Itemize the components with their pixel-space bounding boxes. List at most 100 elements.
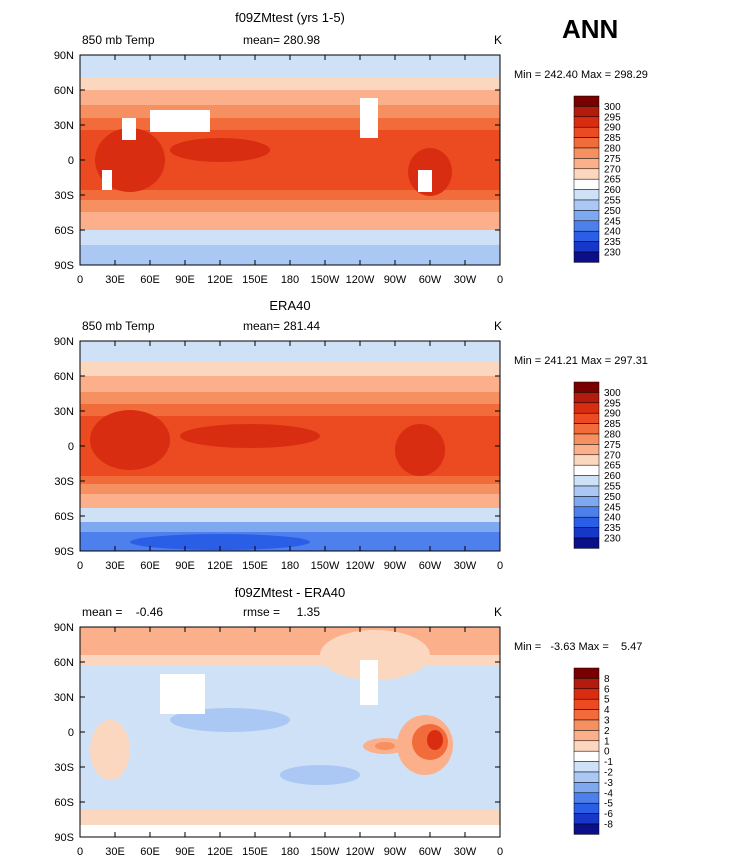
colorbar-label: 285 [604,419,621,430]
lon-tick-label: 90W [384,846,407,858]
colorbar-label: 250 [604,206,621,217]
lat-tick-label: 60S [54,511,74,523]
colorbar-label: 270 [604,450,621,461]
lat-tick-label: 90N [54,622,74,634]
colorbar-label: -4 [604,788,613,799]
lon-tick-label: 120E [207,846,233,858]
colorbar-label: 290 [604,409,621,420]
panel-difference: f09ZMtest - ERA40 mean = -0.46 rmse = 1.… [79,585,642,838]
colorbar-segment [573,698,600,710]
lon-tick-label: 60E [140,846,160,858]
colorbar-label: 300 [604,102,621,113]
lon-tick-label: 120W [346,274,375,286]
lat-tick-label: 0 [68,727,74,739]
minmax-label: Min = -3.63 Max = 5.47 [514,641,642,653]
map-field [80,55,500,265]
units-label: K [494,319,502,333]
colorbar-label: 235 [604,523,621,534]
lat-tick-label: 60S [54,225,74,237]
lon-tick-label: 120E [207,274,233,286]
lon-tick-label: 30E [105,560,125,572]
colorbar-segment [573,750,600,762]
colorbar-label: 255 [604,482,621,493]
colorbar-label: 265 [604,461,621,472]
panel-era40: ERA40 850 mb Temp mean= 281.44 K Min = 2… [79,298,648,552]
colorbar-label: 230 [604,534,621,545]
lon-tick-label: 150E [242,846,268,858]
panel-title: f09ZMtest (yrs 1-5) [235,10,345,25]
colorbar-label: 245 [604,216,621,227]
lat-tick-label: 30S [54,762,74,774]
lon-tick-label: 180 [281,846,299,858]
lon-tick-label: 0 [77,560,83,572]
colorbar-segment [573,95,600,107]
colorbar-label: 280 [604,430,621,441]
lon-tick-label: 150E [242,560,268,572]
lon-tick-label: 0 [497,560,503,572]
colorbar-label: 250 [604,492,621,503]
colorbar-label: 255 [604,196,621,207]
mean-label: mean= 280.98 [243,33,320,47]
colorbar-segment [573,189,600,201]
lat-tick-label: 90S [54,260,74,272]
colorbar-label: 280 [604,144,621,155]
colorbar-segment [573,730,600,742]
lon-tick-label: 150W [311,846,340,858]
colorbar-label: 295 [604,398,621,409]
colorbar-segment [573,709,600,721]
lon-tick-label: 90W [384,274,407,286]
colorbar-segment [573,782,600,794]
colorbar-segment [573,688,600,700]
minmax-label: Min = 242.40 Max = 298.29 [514,69,648,81]
colorbar-segment [573,792,600,804]
mean-label: mean = -0.46 [82,605,163,619]
colorbar-label: -6 [604,809,613,820]
colorbar-segment [573,740,600,752]
lon-tick-label: 180 [281,560,299,572]
colorbar-segment [573,251,600,263]
colorbar-label: 265 [604,175,621,186]
colorbar-label: 240 [604,513,621,524]
colorbar-segment [573,719,600,731]
lon-tick-label: 60W [419,560,442,572]
colorbar-label: 275 [604,440,621,451]
colorbar-segment [573,496,600,508]
colorbar-segment [573,412,600,424]
colorbar-label: 2 [604,726,610,737]
colorbar-segment [573,230,600,242]
panel-title: ERA40 [269,298,310,313]
lon-tick-label: 120E [207,560,233,572]
colorbar-label: 4 [604,705,610,716]
lon-tick-label: 90E [175,560,195,572]
lat-tick-label: 30N [54,692,74,704]
colorbar-segment [573,678,600,690]
colorbar-segment [573,444,600,456]
colorbar-label: 8 [604,674,610,685]
lon-tick-label: 0 [77,846,83,858]
lat-tick-label: 30S [54,190,74,202]
colorbar-label: 260 [604,471,621,482]
rmse-label: rmse = 1.35 [243,605,320,619]
lon-tick-label: 30E [105,846,125,858]
colorbar-segment [573,381,600,393]
lat-tick-label: 60N [54,657,74,669]
lon-tick-label: 120W [346,560,375,572]
lon-tick-label: 60W [419,846,442,858]
colorbar-segment [573,802,600,814]
season-label: ANN [562,14,619,44]
lon-tick-label: 90W [384,560,407,572]
colorbars-layer: 3002952902852802752702652602552502452402… [573,95,621,835]
lat-tick-label: 60N [54,371,74,383]
colorbar-segment [573,537,600,549]
lat-tick-label: 30N [54,120,74,132]
colorbar-segment [573,475,600,487]
colorbar-label: 1 [604,736,610,747]
lon-tick-label: 180 [281,274,299,286]
colorbar-label: 6 [604,684,610,695]
colorbar-label: -2 [604,768,613,779]
units-label: K [494,33,502,47]
colorbar-label: 0 [604,747,610,758]
colorbar-label: 3 [604,716,610,727]
units-label: K [494,605,502,619]
colorbar-segment [573,392,600,404]
